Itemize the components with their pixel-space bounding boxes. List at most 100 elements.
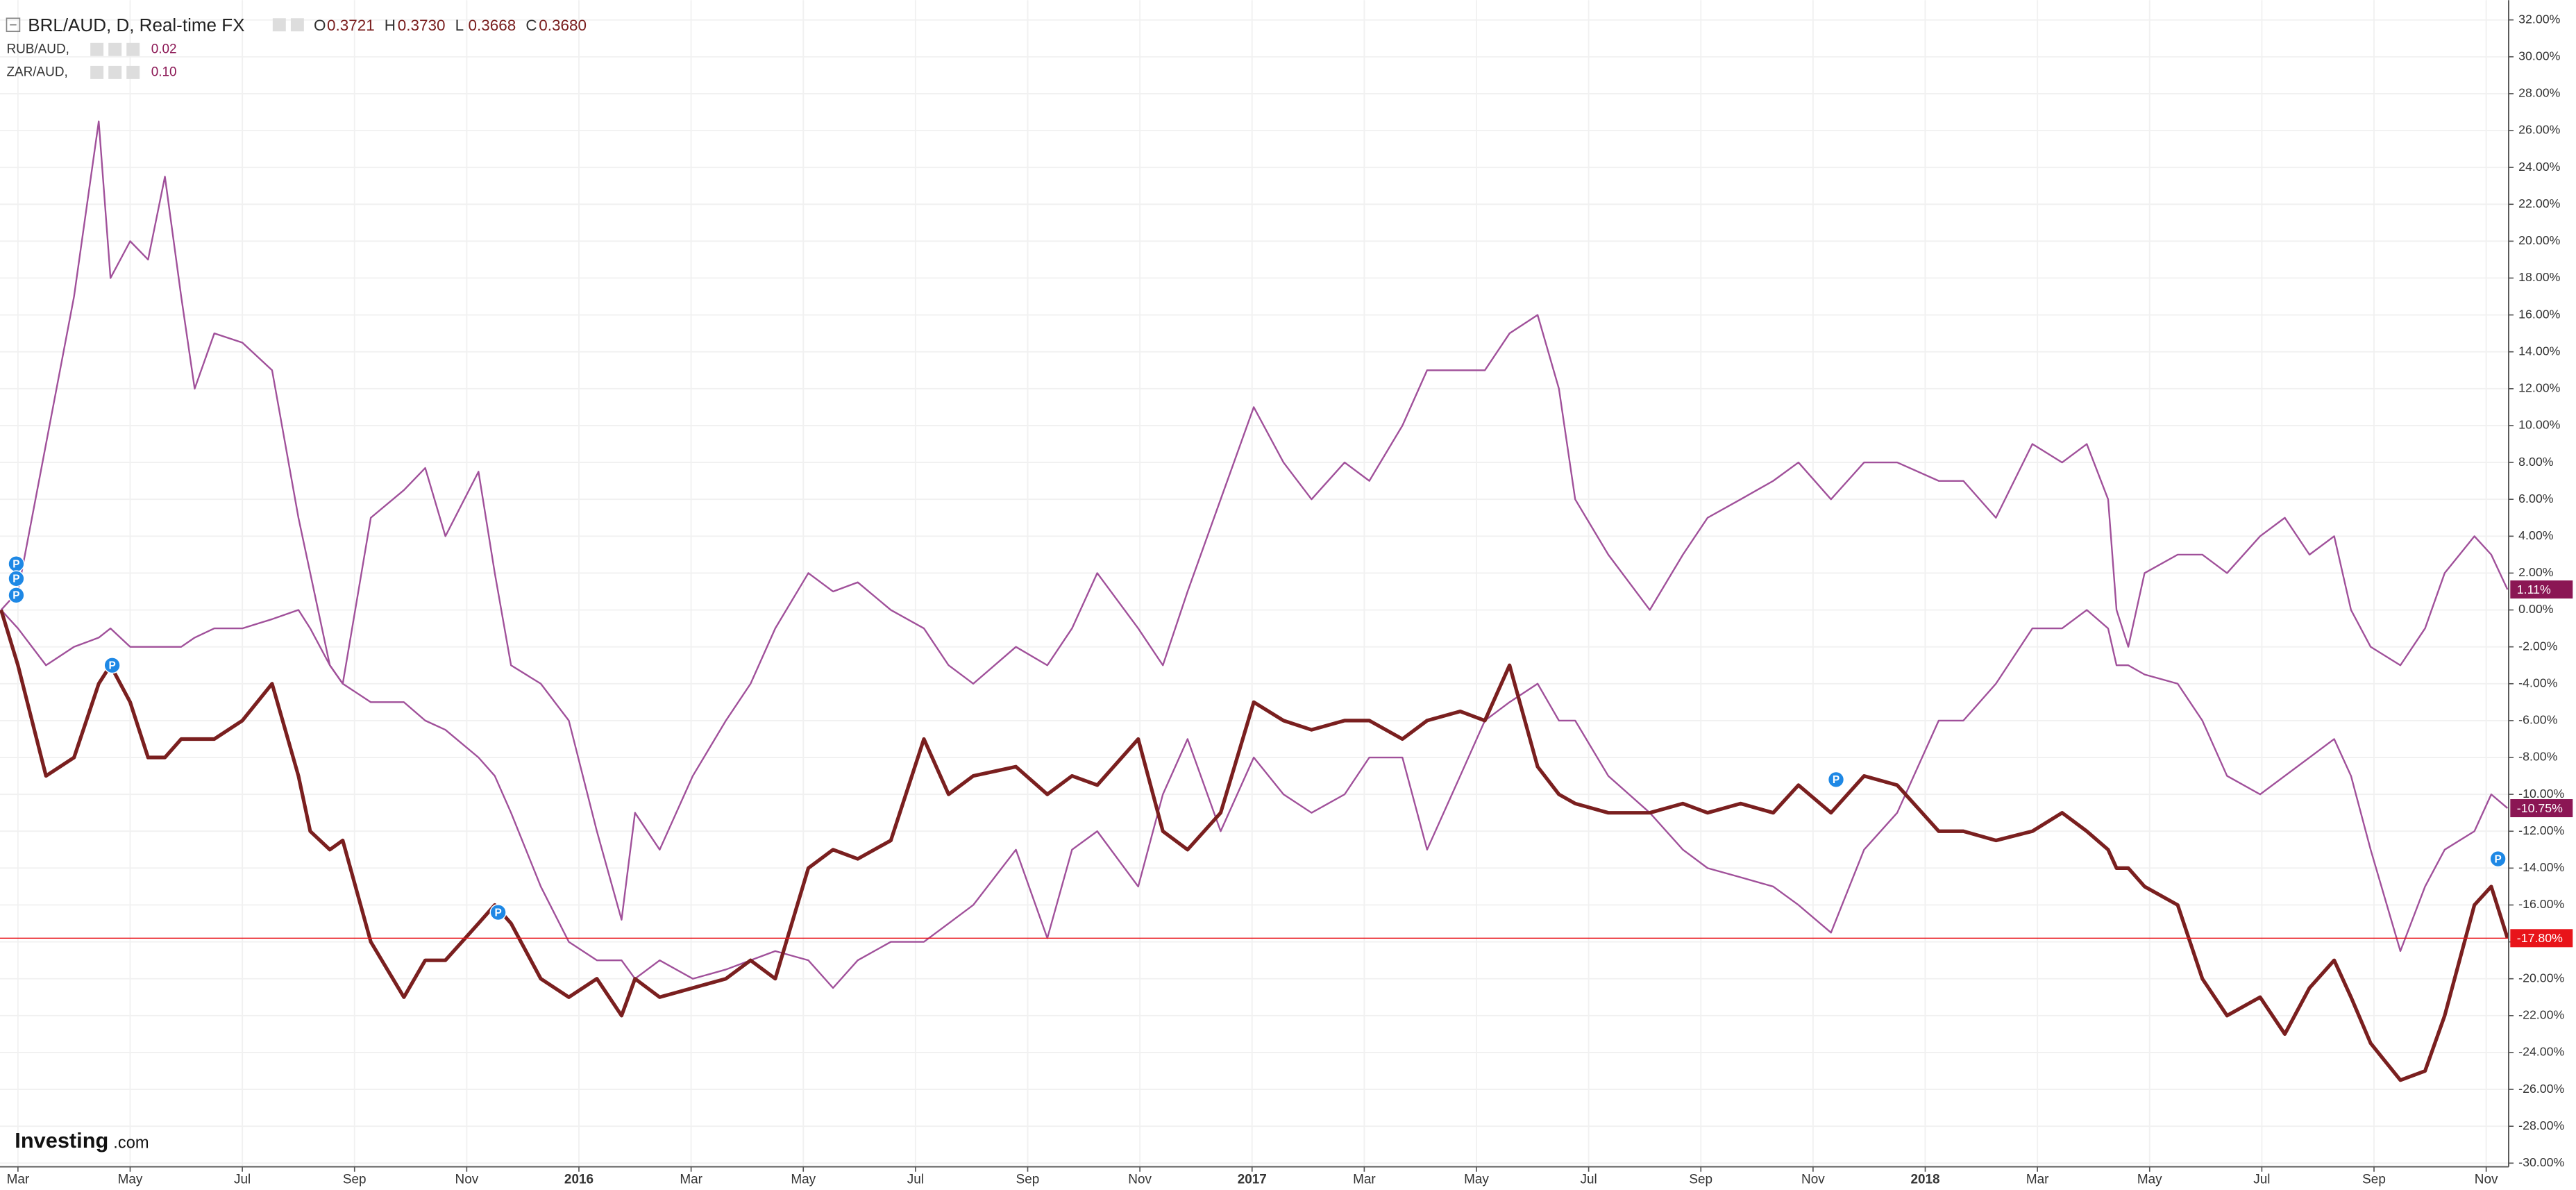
x-tick-label: Mar <box>7 1173 30 1187</box>
event-marker-label: P <box>12 573 19 585</box>
event-marker <box>489 904 507 921</box>
y-tick-label: 10.00% <box>2518 418 2560 432</box>
x-tick-label: Sep <box>343 1173 367 1187</box>
y-tick-label: -10.00% <box>2518 787 2564 801</box>
y-tick-label: 16.00% <box>2518 307 2560 321</box>
y-tick-label: 18.00% <box>2518 270 2560 284</box>
legend-value: 0.10 <box>151 65 177 79</box>
y-tick-label: 28.00% <box>2518 86 2560 100</box>
y-tick-label: 22.00% <box>2518 196 2560 210</box>
event-marker-label: P <box>1833 774 1840 786</box>
y-tick-label: -2.00% <box>2518 639 2557 653</box>
y-tick-label: 12.00% <box>2518 381 2560 395</box>
event-marker-label: P <box>2494 853 2501 865</box>
y-tick-label: 2.00% <box>2518 565 2554 579</box>
event-marker <box>2489 850 2507 868</box>
main-title: BRL/AUD, D, Real-time FX <box>28 15 244 35</box>
y-tick-label: 20.00% <box>2518 233 2560 247</box>
axes: -30.00% -28.00% -26.00% -24.00% -22.00% -20.0… <box>7 12 2573 1187</box>
settings-icon[interactable] <box>272 18 286 32</box>
y-tick-label: -14.00% <box>2518 860 2564 874</box>
ohlc-key: C <box>525 17 537 34</box>
y-tick-label: -20.00% <box>2518 971 2564 984</box>
x-tick-label: Sep <box>1689 1173 1712 1187</box>
y-tick-label: 4.00% <box>2518 528 2554 542</box>
y-tick-label: -26.00% <box>2518 1082 2564 1096</box>
x-tick-label: Sep <box>2362 1173 2386 1187</box>
legend-icon <box>126 65 140 79</box>
legend: BRL/AUD, D, Real-time FX <box>6 15 304 35</box>
x-tick-label: Jul <box>1581 1173 1597 1187</box>
y-tick-label: 0.00% <box>2518 602 2554 616</box>
y-tick-label: 8.00% <box>2518 455 2554 469</box>
last-value-box <box>2510 580 2573 599</box>
y-tick-label: 26.00% <box>2518 123 2560 137</box>
y-tick-label: -22.00% <box>2518 1008 2564 1022</box>
x-tick-label: Nov <box>2475 1173 2498 1187</box>
legend-icon <box>108 42 122 56</box>
legend-icon <box>108 65 122 79</box>
y-tick-label: 24.00% <box>2518 160 2560 174</box>
last-value-label: 1.11% <box>2510 580 2573 599</box>
ohlc-value: 0.3668 <box>469 17 516 34</box>
ohlc-value: 0.3730 <box>398 17 446 34</box>
event-marker-label: P <box>12 590 19 602</box>
x-tick-label: Jul <box>2253 1173 2270 1187</box>
grid <box>0 0 2509 1167</box>
y-tick-label: 14.00% <box>2518 344 2560 358</box>
series-line <box>0 609 2509 1082</box>
y-tick-label: -12.00% <box>2518 823 2564 837</box>
legend-name: ZAR/AUD, <box>6 65 67 79</box>
x-tick-label: Jul <box>234 1173 251 1187</box>
y-tick-label: -16.00% <box>2518 897 2564 911</box>
x-tick-label: May <box>791 1173 816 1187</box>
x-tick-label: 2017 <box>1238 1173 1267 1187</box>
y-tick-label: -30.00% <box>2518 1155 2564 1169</box>
x-tick-label: Mar <box>680 1173 702 1187</box>
ohlc-value: 0.3680 <box>539 17 587 34</box>
series-line <box>0 120 2509 921</box>
last-value-text: -10.75% <box>2517 801 2563 815</box>
last-value-text: 1.11% <box>2517 583 2551 596</box>
watermark-brand: Investing <box>15 1128 108 1153</box>
y-tick-label: -6.00% <box>2518 713 2557 727</box>
event-marker-label: P <box>494 907 501 919</box>
x-tick-label: May <box>118 1173 143 1187</box>
y-tick-label: -24.00% <box>2518 1045 2564 1059</box>
series-legend: RUB/AUD, 0.02 ZAR/AUD, 0.10 <box>6 42 176 79</box>
last-value-box <box>2510 929 2573 948</box>
y-tick-label: -8.00% <box>2518 750 2557 764</box>
x-tick-label: 2018 <box>1910 1173 1939 1187</box>
x-tick-label: Nov <box>455 1173 479 1187</box>
x-tick-label: Sep <box>1016 1173 1040 1187</box>
y-tick-label: 6.00% <box>2518 492 2554 505</box>
x-tick-label: 2016 <box>564 1173 594 1187</box>
ohlc-value: 0.3721 <box>327 17 375 34</box>
ohlc-key: O <box>314 17 326 34</box>
x-tick-label: Mar <box>1353 1173 1376 1187</box>
legend-value: 0.02 <box>151 42 177 56</box>
x-tick-label: Nov <box>1128 1173 1152 1187</box>
last-value-text: -17.80% <box>2517 931 2563 945</box>
y-tick-label: -28.00% <box>2518 1118 2564 1132</box>
watermark-suffix: .com <box>113 1134 149 1153</box>
settings-icon[interactable] <box>290 18 304 32</box>
x-tick-label: Nov <box>1801 1173 1825 1187</box>
last-value-box <box>2510 799 2573 818</box>
x-tick-label: Jul <box>907 1173 924 1187</box>
event-marker-label: P <box>12 558 19 570</box>
ohlc-key: L <box>455 17 464 34</box>
x-tick-label: Mar <box>2026 1173 2049 1187</box>
x-tick-label: May <box>2137 1173 2162 1187</box>
event-marker-label: P <box>108 660 115 671</box>
event-marker <box>1827 771 1845 788</box>
event-marker <box>103 657 121 674</box>
collapse-icon[interactable] <box>6 17 21 33</box>
y-tick-label: -4.00% <box>2518 676 2557 689</box>
legend-name: RUB/AUD, <box>6 42 69 56</box>
legend-icon <box>90 42 104 56</box>
